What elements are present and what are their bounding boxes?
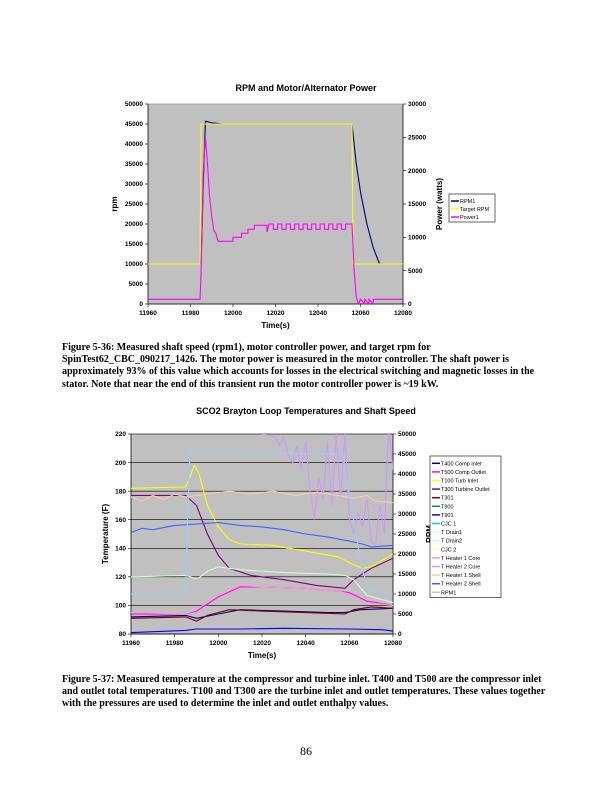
y-tick-label: 25000 (125, 201, 143, 208)
legend-label: T400 Comp Inlet (441, 461, 482, 467)
y-tick-label: 5000 (129, 281, 144, 288)
x-tick-label: 12000 (224, 310, 242, 317)
y2-tick-label: 30000 (408, 101, 426, 108)
y2-tick-label: 0 (408, 301, 412, 308)
y-tick-label: 100 (115, 603, 126, 610)
legend-label: CJC 2 (441, 547, 456, 553)
y-tick-label: 45000 (125, 121, 143, 128)
series-line-t-heater-1-core (131, 584, 393, 615)
legend-label: T300 Turbine Outlet (441, 487, 490, 493)
series-line-t-heater-1-shell (131, 490, 393, 504)
y2-tick-label: 20000 (398, 551, 416, 558)
y-tick-label: 10000 (125, 261, 143, 268)
x-tick-label: 12040 (309, 310, 327, 317)
x-axis-label: Time(s) (261, 321, 290, 330)
legend-label: T Drain1 (441, 530, 462, 536)
y2-tick-label: 5000 (398, 611, 413, 618)
y-tick-label: 220 (115, 431, 126, 438)
legend-label: Target RPM (460, 207, 489, 213)
x-tick-label: 12080 (384, 640, 402, 647)
x-tick-label: 11980 (166, 640, 184, 647)
legend-label: Power1 (460, 215, 479, 221)
y2-tick-label: 10000 (398, 591, 416, 598)
y-tick-label: 35000 (125, 161, 143, 168)
x-tick-label: 12000 (209, 640, 227, 647)
page-number: 86 (300, 744, 312, 758)
series-line-t-heater-2-shell (131, 522, 393, 548)
x-tick-label: 12080 (394, 310, 412, 317)
legend-box (429, 455, 502, 598)
figure-5-36-caption: Figure 5-36: Measured shaft speed (rpm1)… (62, 342, 535, 390)
x-tick-label: 12020 (253, 640, 271, 647)
y2-tick-label: 25000 (408, 135, 426, 142)
y2-tick-label: 40000 (398, 471, 416, 478)
legend-label: T100 Turb Inlet (441, 479, 478, 485)
y-tick-label: 0 (139, 301, 143, 308)
x-tick-label: 12060 (340, 640, 358, 647)
series-line-power1 (148, 137, 403, 304)
chart-title: SCO2 Brayton Loop Temperatures and Shaft… (196, 406, 416, 416)
y-tick-label: 20000 (125, 221, 143, 228)
x-tick-label: 12020 (266, 310, 284, 317)
figure-5-37-caption: Figure 5-37: Measured temperature at the… (62, 674, 546, 710)
y-tick-label: 120 (115, 574, 126, 581)
y-tick-label: 80 (119, 631, 127, 638)
y2-axis-label: Power (watts) (435, 178, 444, 230)
y2-tick-label: 10000 (408, 235, 426, 242)
legend-label: T500 Comp Outlet (441, 470, 486, 476)
legend-label: CJC 1 (441, 522, 456, 528)
x-tick-label: 11960 (122, 640, 140, 647)
legend-label: T Heater 1 Core (441, 556, 480, 562)
x-tick-label: 12040 (297, 640, 315, 647)
y-tick-label: 40000 (125, 141, 143, 148)
y-tick-label: 180 (115, 488, 126, 495)
y2-tick-label: 25000 (398, 531, 416, 538)
x-tick-label: 11980 (182, 310, 200, 317)
y-tick-label: 160 (115, 517, 126, 524)
legend-label: T Drain2 (441, 539, 462, 545)
y2-tick-label: 50000 (398, 431, 416, 438)
series-line-target-rpm (148, 123, 403, 265)
x-tick-label: 12060 (351, 310, 369, 317)
series-line-t300-turbine-outlet (131, 494, 393, 589)
y2-tick-label: 30000 (398, 511, 416, 518)
series-line-t500-comp-outlet (131, 586, 393, 615)
y2-tick-label: 20000 (408, 168, 426, 175)
plot-area (130, 433, 394, 635)
y2-tick-label: 15000 (398, 571, 416, 578)
y2-tick-label: 35000 (398, 491, 416, 498)
legend-label: T Heater 2 Core (441, 565, 480, 571)
series-line-t400-comp-inlet (131, 607, 393, 619)
series-line-t301 (131, 606, 393, 622)
series-line-t-drain2 (131, 566, 393, 604)
legend-label: RPM1 (460, 199, 475, 205)
x-axis-label: Time(s) (248, 651, 277, 660)
legend-label: RPM1 (441, 590, 456, 596)
y2-tick-label: 0 (398, 631, 402, 638)
y-tick-label: 140 (115, 545, 126, 552)
chart-title: RPM and Motor/Alternator Power (235, 83, 377, 93)
series-line-rpm1 (131, 449, 393, 595)
series-line-t901 (131, 627, 393, 634)
legend-label: T301 (441, 496, 454, 502)
y2-tick-label: 45000 (398, 451, 416, 458)
y-tick-label: 50000 (125, 101, 143, 108)
plot-area (147, 103, 404, 305)
series-line-t-heater-2-core (260, 434, 393, 547)
legend-label: T Heater 1 Shell (441, 573, 481, 579)
y-tick-label: 15000 (125, 241, 143, 248)
series-line-t100-turb-inlet (131, 464, 393, 569)
y-axis-label: rpm (110, 196, 119, 211)
rpm-power-chart: RPM and Motor/Alternator Power 0 5000 10000… (110, 83, 496, 330)
y2-tick-label: 15000 (408, 201, 426, 208)
y2-tick-label: 5000 (408, 268, 423, 275)
legend-label: T900 (441, 504, 454, 510)
y2-axis-label: RPM (425, 525, 434, 543)
y-tick-label: 30000 (125, 181, 143, 188)
y-tick-label: 200 (115, 460, 126, 467)
legend-label: T Heater 2 Shell (441, 582, 481, 588)
legend-label: T901 (441, 513, 454, 519)
y-axis-label: Temperature (F) (101, 504, 110, 565)
x-tick-label: 11960 (139, 310, 157, 317)
